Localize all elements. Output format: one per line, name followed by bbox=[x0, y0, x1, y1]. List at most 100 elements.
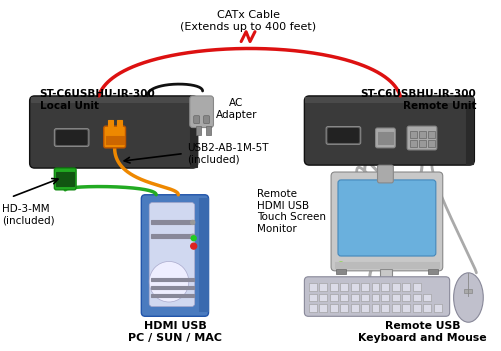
FancyBboxPatch shape bbox=[198, 198, 207, 311]
FancyBboxPatch shape bbox=[305, 97, 472, 102]
FancyBboxPatch shape bbox=[412, 293, 420, 302]
Circle shape bbox=[190, 220, 194, 224]
FancyBboxPatch shape bbox=[463, 289, 471, 293]
FancyBboxPatch shape bbox=[350, 304, 358, 312]
FancyBboxPatch shape bbox=[151, 220, 193, 224]
FancyBboxPatch shape bbox=[427, 140, 434, 147]
FancyBboxPatch shape bbox=[309, 293, 317, 302]
FancyBboxPatch shape bbox=[412, 304, 420, 312]
FancyBboxPatch shape bbox=[106, 136, 123, 144]
FancyBboxPatch shape bbox=[360, 283, 368, 291]
FancyBboxPatch shape bbox=[116, 120, 121, 126]
FancyBboxPatch shape bbox=[409, 131, 416, 138]
FancyBboxPatch shape bbox=[56, 131, 87, 145]
FancyBboxPatch shape bbox=[401, 293, 409, 302]
FancyBboxPatch shape bbox=[418, 140, 425, 147]
Text: CATx Cable
(Extends up to 400 feet): CATx Cable (Extends up to 400 feet) bbox=[180, 10, 316, 32]
FancyBboxPatch shape bbox=[422, 293, 430, 302]
FancyBboxPatch shape bbox=[330, 293, 337, 302]
FancyBboxPatch shape bbox=[319, 283, 327, 291]
FancyBboxPatch shape bbox=[54, 168, 76, 190]
FancyBboxPatch shape bbox=[337, 180, 435, 256]
Text: HDMI USB
PC / SUN / MAC: HDMI USB PC / SUN / MAC bbox=[128, 321, 221, 343]
Text: AC
Adapter: AC Adapter bbox=[215, 98, 257, 120]
FancyBboxPatch shape bbox=[319, 293, 327, 302]
FancyBboxPatch shape bbox=[31, 97, 196, 102]
FancyBboxPatch shape bbox=[339, 283, 347, 291]
FancyBboxPatch shape bbox=[377, 132, 393, 144]
FancyBboxPatch shape bbox=[304, 277, 449, 316]
FancyBboxPatch shape bbox=[335, 269, 345, 274]
FancyBboxPatch shape bbox=[418, 131, 425, 138]
FancyBboxPatch shape bbox=[375, 128, 394, 148]
FancyBboxPatch shape bbox=[427, 131, 434, 138]
FancyBboxPatch shape bbox=[380, 269, 392, 285]
FancyBboxPatch shape bbox=[465, 103, 472, 164]
Circle shape bbox=[190, 234, 194, 238]
FancyBboxPatch shape bbox=[30, 96, 197, 168]
FancyBboxPatch shape bbox=[104, 126, 125, 148]
FancyBboxPatch shape bbox=[151, 286, 193, 289]
FancyBboxPatch shape bbox=[330, 283, 337, 291]
FancyBboxPatch shape bbox=[189, 103, 196, 167]
FancyBboxPatch shape bbox=[319, 304, 327, 312]
FancyBboxPatch shape bbox=[151, 278, 193, 281]
Ellipse shape bbox=[453, 273, 482, 322]
FancyBboxPatch shape bbox=[360, 304, 368, 312]
FancyBboxPatch shape bbox=[309, 304, 317, 312]
FancyBboxPatch shape bbox=[56, 172, 74, 186]
FancyBboxPatch shape bbox=[189, 96, 213, 127]
Circle shape bbox=[191, 236, 196, 241]
FancyBboxPatch shape bbox=[203, 116, 209, 124]
FancyBboxPatch shape bbox=[371, 304, 379, 312]
Circle shape bbox=[337, 262, 343, 268]
Text: Remote
HDMI USB
Touch Screen
Monitor: Remote HDMI USB Touch Screen Monitor bbox=[257, 189, 326, 234]
FancyBboxPatch shape bbox=[334, 262, 438, 268]
FancyBboxPatch shape bbox=[412, 283, 420, 291]
Text: Remote USB
Keyboard and Mouse: Remote USB Keyboard and Mouse bbox=[358, 321, 486, 343]
Text: USB2-AB-1M-5T
(included): USB2-AB-1M-5T (included) bbox=[186, 143, 268, 164]
FancyBboxPatch shape bbox=[149, 203, 194, 306]
FancyBboxPatch shape bbox=[326, 127, 360, 144]
FancyBboxPatch shape bbox=[381, 304, 389, 312]
FancyBboxPatch shape bbox=[141, 195, 208, 316]
FancyBboxPatch shape bbox=[433, 304, 441, 312]
FancyBboxPatch shape bbox=[350, 283, 358, 291]
FancyBboxPatch shape bbox=[108, 120, 112, 126]
Text: ST-C6USBHU-IR-300
Remote Unit: ST-C6USBHU-IR-300 Remote Unit bbox=[360, 89, 475, 111]
FancyBboxPatch shape bbox=[401, 283, 409, 291]
FancyBboxPatch shape bbox=[350, 293, 358, 302]
FancyBboxPatch shape bbox=[205, 126, 210, 135]
FancyBboxPatch shape bbox=[193, 116, 199, 124]
FancyBboxPatch shape bbox=[392, 293, 399, 302]
FancyBboxPatch shape bbox=[54, 128, 89, 146]
FancyBboxPatch shape bbox=[392, 283, 399, 291]
FancyBboxPatch shape bbox=[330, 304, 337, 312]
FancyBboxPatch shape bbox=[401, 304, 409, 312]
Text: ST-C6USBHU-IR-300
Local Unit: ST-C6USBHU-IR-300 Local Unit bbox=[40, 89, 155, 111]
FancyBboxPatch shape bbox=[309, 283, 317, 291]
FancyBboxPatch shape bbox=[409, 140, 416, 147]
FancyBboxPatch shape bbox=[381, 283, 389, 291]
Circle shape bbox=[190, 243, 196, 249]
FancyBboxPatch shape bbox=[392, 304, 399, 312]
FancyBboxPatch shape bbox=[151, 234, 193, 238]
FancyBboxPatch shape bbox=[377, 165, 393, 183]
FancyBboxPatch shape bbox=[339, 293, 347, 302]
FancyBboxPatch shape bbox=[406, 126, 436, 150]
FancyBboxPatch shape bbox=[371, 293, 379, 302]
Ellipse shape bbox=[149, 261, 188, 302]
FancyBboxPatch shape bbox=[427, 269, 437, 274]
FancyBboxPatch shape bbox=[151, 293, 193, 297]
FancyBboxPatch shape bbox=[331, 172, 442, 271]
FancyBboxPatch shape bbox=[328, 128, 358, 143]
FancyBboxPatch shape bbox=[371, 283, 379, 291]
FancyBboxPatch shape bbox=[304, 96, 473, 165]
FancyBboxPatch shape bbox=[339, 304, 347, 312]
FancyBboxPatch shape bbox=[195, 126, 200, 135]
FancyBboxPatch shape bbox=[366, 282, 405, 288]
Text: HD-3-MM
(included): HD-3-MM (included) bbox=[2, 204, 55, 226]
FancyBboxPatch shape bbox=[381, 293, 389, 302]
FancyBboxPatch shape bbox=[360, 293, 368, 302]
FancyBboxPatch shape bbox=[422, 304, 430, 312]
